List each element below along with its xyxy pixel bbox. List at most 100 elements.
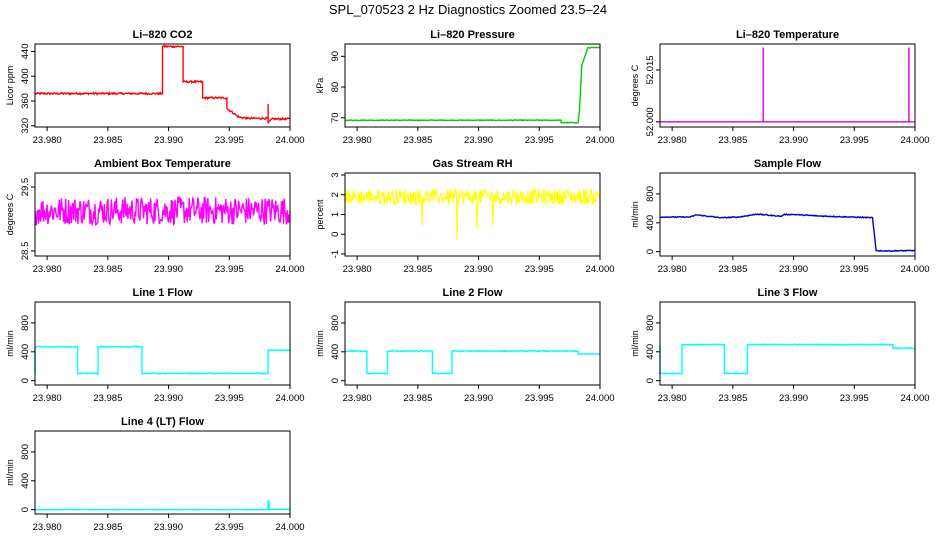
y-tick-label: 800 bbox=[645, 315, 656, 331]
x-tick-label: 23.995 bbox=[215, 135, 244, 146]
plot-frame bbox=[659, 301, 916, 386]
y-axis-label: ml/min bbox=[5, 459, 15, 486]
chart-panel: Line 1 Flow ml/min 23.980 23.985 23.990 23.99… bbox=[5, 287, 305, 404]
chart-panel: Li–820 CO2 Licor ppm 23.980 23.985 23.990 23.… bbox=[5, 29, 305, 146]
y-axis-label: ml/min bbox=[630, 330, 640, 357]
x-tick-label: 23.995 bbox=[840, 264, 869, 275]
y-tick-label: -1 bbox=[330, 250, 341, 258]
x-tick-label: 24.000 bbox=[275, 135, 304, 146]
y-axis-label: degrees C bbox=[630, 64, 640, 106]
x-tick-label: 23.990 bbox=[779, 264, 808, 275]
data-line bbox=[659, 343, 915, 375]
y-tick-label: 800 bbox=[20, 444, 31, 460]
y-tick-label: 400 bbox=[20, 344, 31, 360]
x-tick-label: 23.990 bbox=[779, 135, 808, 146]
x-tick-label: 24.000 bbox=[275, 393, 304, 404]
x-tick-label: 24.000 bbox=[585, 393, 614, 404]
x-tick-label: 23.980 bbox=[33, 264, 62, 275]
x-tick-label: 23.985 bbox=[403, 393, 432, 404]
x-tick-label: 23.990 bbox=[464, 264, 493, 275]
x-tick-label: 23.990 bbox=[154, 522, 183, 533]
x-tick-label: 24.000 bbox=[585, 264, 614, 275]
x-tick-label: 23.995 bbox=[215, 522, 244, 533]
y-axis-label: kPa bbox=[315, 78, 325, 94]
x-tick-label: 23.980 bbox=[33, 522, 62, 533]
y-tick-label: 320 bbox=[20, 118, 31, 134]
y-tick-label: 29.5 bbox=[20, 178, 31, 197]
chart-title: Li–820 Pressure bbox=[430, 29, 514, 41]
data-line bbox=[344, 188, 601, 241]
x-tick-label: 23.985 bbox=[718, 393, 747, 404]
x-tick-label: 24.000 bbox=[585, 135, 614, 146]
plot-frame bbox=[34, 301, 291, 386]
y-tick-label: 0 bbox=[20, 507, 31, 512]
x-tick-label: 24.000 bbox=[275, 522, 304, 533]
y-tick-label: 440 bbox=[20, 44, 31, 60]
y-tick-label: 80 bbox=[330, 82, 341, 93]
y-tick-label: 52.000 bbox=[645, 107, 656, 136]
y-axis-label: degrees C bbox=[5, 193, 15, 235]
data-line bbox=[34, 500, 290, 511]
chart-title: Gas Stream RH bbox=[432, 158, 512, 170]
y-axis-label: percent bbox=[315, 199, 325, 230]
x-tick-label: 24.000 bbox=[900, 264, 929, 275]
x-tick-label: 23.980 bbox=[33, 135, 62, 146]
chart-panel: Line 4 (LT) Flow ml/min 23.980 23.985 23.990… bbox=[5, 416, 305, 533]
x-tick-label: 23.985 bbox=[718, 264, 747, 275]
x-tick-label: 23.990 bbox=[154, 393, 183, 404]
y-tick-label: 2 bbox=[330, 192, 341, 197]
x-tick-label: 24.000 bbox=[275, 264, 304, 275]
y-axis-label: ml/min bbox=[5, 330, 15, 357]
chart-panel: Li–820 Pressure kPa 23.980 23.985 23.990 23.9… bbox=[315, 29, 615, 146]
x-tick-label: 23.980 bbox=[658, 135, 687, 146]
plot-frame bbox=[659, 43, 916, 128]
data-line bbox=[659, 213, 916, 253]
x-tick-label: 23.985 bbox=[403, 135, 432, 146]
x-tick-label: 24.000 bbox=[900, 393, 929, 404]
y-tick-label: 52.015 bbox=[645, 55, 656, 84]
chart-title: Li–820 CO2 bbox=[133, 29, 193, 41]
data-line bbox=[34, 345, 291, 375]
chart-panel: Sample Flow ml/min 23.980 23.985 23.990 23.99… bbox=[630, 158, 930, 275]
y-axis-label: ml/min bbox=[630, 201, 640, 228]
chart-panel: Li–820 Temperature degrees C 23.980 23.985 2… bbox=[630, 29, 930, 146]
chart-title: Line 2 Flow bbox=[443, 287, 503, 299]
y-tick-label: 400 bbox=[645, 344, 656, 360]
figure-title: SPL_070523 2 Hz Diagnostics Zoomed 23.5–… bbox=[329, 2, 607, 17]
x-tick-label: 23.995 bbox=[840, 393, 869, 404]
x-tick-label: 23.985 bbox=[718, 135, 747, 146]
y-tick-label: 70 bbox=[330, 112, 341, 123]
chart-title: Line 1 Flow bbox=[133, 287, 193, 299]
x-tick-label: 24.000 bbox=[900, 135, 929, 146]
x-tick-label: 23.990 bbox=[779, 393, 808, 404]
x-tick-label: 23.985 bbox=[93, 264, 122, 275]
x-tick-label: 23.990 bbox=[464, 393, 493, 404]
y-tick-label: 0 bbox=[330, 378, 341, 383]
y-tick-label: 360 bbox=[20, 93, 31, 109]
x-tick-label: 23.985 bbox=[403, 264, 432, 275]
y-tick-label: 28.5 bbox=[20, 242, 31, 261]
x-tick-label: 23.985 bbox=[93, 393, 122, 404]
x-tick-label: 23.980 bbox=[343, 264, 372, 275]
chart-title: Ambient Box Temperature bbox=[94, 158, 231, 170]
data-line bbox=[660, 47, 915, 123]
y-tick-label: 400 bbox=[330, 344, 341, 360]
data-line bbox=[34, 44, 291, 124]
y-tick-label: 0 bbox=[645, 249, 656, 254]
x-tick-label: 23.995 bbox=[525, 135, 554, 146]
y-tick-label: 0 bbox=[645, 378, 656, 383]
chart-title: Line 4 (LT) Flow bbox=[121, 416, 204, 428]
y-tick-label: 800 bbox=[20, 315, 31, 331]
x-tick-label: 23.995 bbox=[525, 264, 554, 275]
x-tick-label: 23.980 bbox=[343, 393, 372, 404]
y-axis-label: Licor ppm bbox=[5, 66, 15, 106]
plot-frame bbox=[344, 172, 601, 257]
x-tick-label: 23.985 bbox=[93, 522, 122, 533]
x-tick-label: 23.980 bbox=[343, 135, 372, 146]
y-tick-label: 400 bbox=[20, 473, 31, 489]
x-tick-label: 23.985 bbox=[93, 135, 122, 146]
chart-title: Li–820 Temperature bbox=[736, 29, 839, 41]
plot-frame bbox=[34, 172, 291, 257]
chart-panel: Line 3 Flow ml/min 23.980 23.985 23.990 23.99… bbox=[630, 287, 930, 404]
